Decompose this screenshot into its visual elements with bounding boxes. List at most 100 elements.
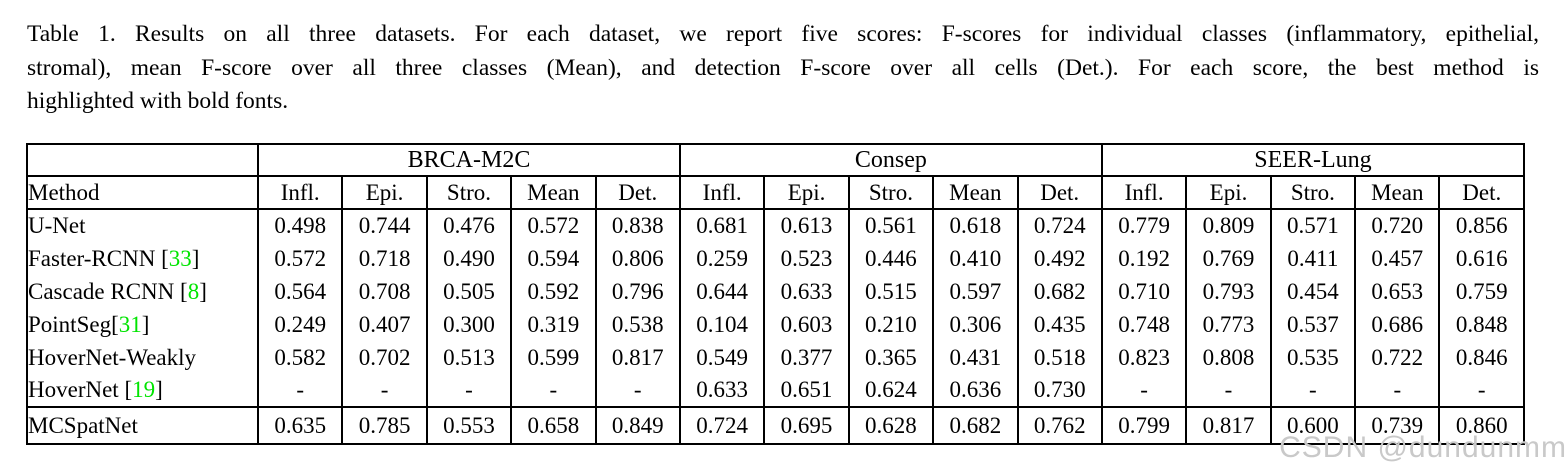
col-header: Mean: [510, 176, 596, 210]
score-cell: 0.759: [1438, 275, 1524, 308]
table-row: HoverNet [19] - - - - -0.633 0.651 0.624 0.636 0.…: [27, 374, 1524, 407]
score-cell: 0.744: [341, 209, 427, 242]
score-cell: 0.856: [1438, 209, 1524, 242]
score-cell: 0.594: [510, 242, 596, 275]
method-cell: HoverNet [19]: [28, 377, 163, 402]
col-header: Epi.: [341, 176, 427, 210]
score-cell: 0.618: [932, 209, 1018, 242]
dataset-header-brca-m2c: BRCA-M2C: [257, 144, 680, 177]
score-cell: 0.806: [594, 242, 680, 275]
method-cell: U-Net: [28, 213, 86, 238]
score-cell: 0.779: [1100, 209, 1187, 242]
score-cell: 0.549: [678, 341, 765, 374]
score-cell: 0.259: [678, 242, 765, 275]
score-cell: 0.710: [1100, 275, 1187, 308]
score-cell: 0.104: [678, 308, 765, 341]
score-cell: 0.377: [763, 341, 849, 374]
score-cell: 0.739: [1354, 406, 1440, 444]
method-cell: Faster-RCNN [33]: [28, 245, 200, 271]
score-cell: -: [341, 374, 427, 407]
score-cell: -: [1269, 374, 1356, 407]
score-cell: 0.600: [1269, 406, 1356, 444]
score-cell: 0.722: [1354, 341, 1440, 374]
score-cell: 0.636: [932, 374, 1018, 407]
score-cell: 0.817: [594, 341, 680, 374]
table-row: MCSpatNet 0.635 0.785 0.553 0.658 0.849 0.724 0…: [27, 406, 1524, 444]
score-cell: 0.613: [763, 209, 849, 242]
score-cell: -: [425, 374, 512, 407]
score-cell: 0.628: [847, 406, 934, 444]
score-cell: 0.658: [510, 406, 596, 444]
score-cell: -: [1354, 374, 1440, 407]
citation-number: 19: [132, 377, 156, 402]
table-body: U-Net 0.498 0.744 0.476 0.572 0.838 0.681 0.613…: [27, 209, 1524, 444]
score-cell: 0.490: [425, 242, 512, 275]
score-cell: 0.809: [1185, 209, 1271, 242]
col-header: Epi.: [1185, 176, 1271, 210]
score-cell: 0.603: [763, 308, 849, 341]
score-cell: 0.682: [1016, 275, 1102, 308]
corner-blank-cell: [27, 144, 258, 177]
score-cell: 0.849: [594, 406, 680, 444]
col-header: Infl.: [678, 176, 765, 210]
score-cell: 0.762: [1016, 406, 1102, 444]
score-cell: 0.523: [763, 242, 849, 275]
score-cell: 0.538: [594, 308, 680, 341]
score-cell: 0.724: [678, 406, 765, 444]
score-cell: 0.476: [425, 209, 512, 242]
score-cell: 0.860: [1438, 406, 1524, 444]
score-cell: 0.457: [1354, 242, 1440, 275]
score-cell: 0.848: [1438, 308, 1524, 341]
col-header: Det.: [1016, 176, 1102, 210]
col-header: Infl.: [256, 176, 343, 210]
score-cell: 0.817: [1185, 406, 1271, 444]
col-header: Mean: [932, 176, 1018, 210]
score-cell: 0.796: [594, 275, 680, 308]
score-cell: 0.635: [256, 406, 343, 444]
score-cell: 0.616: [1438, 242, 1524, 275]
score-cell: 0.505: [425, 275, 512, 308]
caption-line-3: highlighted with bold fonts.: [27, 88, 289, 114]
score-cell: 0.249: [256, 308, 343, 341]
score-cell: 0.702: [341, 341, 427, 374]
score-cell: 0.431: [932, 341, 1018, 374]
score-cell: -: [594, 374, 680, 407]
score-cell: 0.407: [341, 308, 427, 341]
score-cell: 0.769: [1185, 242, 1271, 275]
score-cell: 0.681: [678, 209, 765, 242]
score-cell: 0.553: [425, 406, 512, 444]
score-cell: 0.446: [847, 242, 934, 275]
score-cell: 0.686: [1354, 308, 1440, 341]
score-cell: 0.498: [256, 209, 343, 242]
method-cell: Cascade RCNN [8]: [28, 278, 207, 304]
col-header: Epi.: [763, 176, 849, 210]
score-cell: 0.633: [678, 374, 765, 407]
col-header: Stro.: [425, 176, 512, 210]
score-cell: 0.633: [763, 275, 849, 308]
score-cell: 0.572: [256, 242, 343, 275]
score-cell: 0.535: [1269, 341, 1356, 374]
dataset-header-consep: Consep: [678, 144, 1102, 177]
method-column-header: Method: [27, 176, 258, 210]
caption-line-2: stromal), mean F-score over all three cl…: [27, 54, 1539, 81]
method-cell: PointSeg[31]: [28, 311, 150, 337]
score-cell: 0.572: [510, 209, 596, 242]
table-row: HoverNet-Weakly 0.582 0.702 0.513 0.599 0.817…: [27, 341, 1524, 374]
score-cell: 0.748: [1100, 308, 1187, 341]
score-cell: 0.582: [256, 341, 343, 374]
score-cell: -: [1185, 374, 1271, 407]
score-cell: 0.785: [341, 406, 427, 444]
table-caption: Table 1. Results on all three datasets. …: [27, 18, 1539, 119]
score-cell: 0.724: [1016, 209, 1102, 242]
col-header: Infl.: [1100, 176, 1187, 210]
col-header: Stro.: [847, 176, 934, 210]
score-cell: 0.454: [1269, 275, 1356, 308]
col-header: Det.: [1438, 176, 1524, 210]
score-cell: 0.319: [510, 308, 596, 341]
method-cell: HoverNet-Weakly: [28, 344, 197, 370]
score-cell: 0.682: [932, 406, 1018, 444]
score-cell: 0.799: [1100, 406, 1187, 444]
score-cell: 0.695: [763, 406, 849, 444]
citation-number: 8: [187, 278, 200, 304]
